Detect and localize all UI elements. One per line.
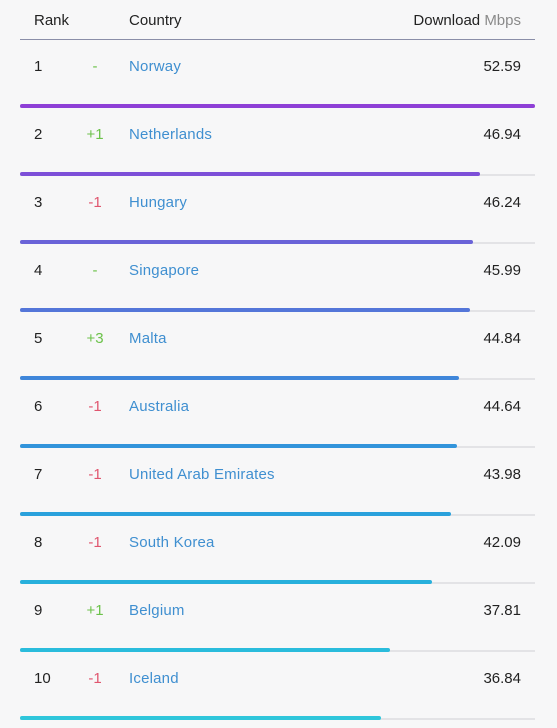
download-speed: 44.64 — [483, 398, 521, 415]
country-link[interactable]: Norway — [129, 58, 182, 75]
download-speed: 37.81 — [483, 602, 521, 619]
speed-bar — [20, 648, 390, 652]
rank-change: +1 — [86, 602, 104, 619]
rank-change: - — [92, 58, 98, 75]
rank-value: 2 — [34, 126, 43, 143]
download-column-header[interactable]: Download Mbps — [413, 12, 521, 30]
country-link[interactable]: Malta — [129, 330, 167, 347]
download-speed: 46.24 — [483, 194, 521, 211]
rank-value: 8 — [34, 534, 43, 551]
speed-bar — [20, 444, 457, 448]
rank-change: -1 — [88, 398, 102, 415]
download-speed: 42.09 — [483, 534, 521, 551]
speed-bar — [20, 104, 535, 108]
rank-column-header[interactable]: Rank — [34, 12, 70, 29]
speed-bar — [20, 512, 451, 516]
table-row: 7 -1 United Arab Emirates 43.98 — [20, 448, 535, 516]
rank-change: -1 — [88, 194, 102, 211]
rank-value: 10 — [34, 670, 51, 687]
table-row: 8 -1 South Korea 42.09 — [20, 516, 535, 584]
speed-bar — [20, 716, 381, 720]
table-body: 1 - Norway 52.59 2 +1 Netherlands 46.94 … — [20, 40, 535, 720]
rank-change: -1 — [88, 670, 102, 687]
table-row: 3 -1 Hungary 46.24 — [20, 176, 535, 244]
ranking-table: Rank Country Download Mbps 1 - Norway 52… — [20, 0, 535, 720]
download-speed: 43.98 — [483, 466, 521, 483]
rank-value: 5 — [34, 330, 43, 347]
country-link[interactable]: United Arab Emirates — [129, 466, 275, 483]
rank-value: 9 — [34, 602, 43, 619]
download-header-label: Download — [413, 12, 481, 29]
country-column-header[interactable]: Country — [129, 12, 182, 29]
table-row: 10 -1 Iceland 36.84 — [20, 652, 535, 720]
rank-change: -1 — [88, 466, 102, 483]
download-speed: 45.99 — [483, 262, 521, 279]
rank-change: -1 — [88, 534, 102, 551]
country-link[interactable]: Hungary — [129, 194, 188, 211]
country-link[interactable]: Singapore — [129, 262, 200, 279]
country-link[interactable]: South Korea — [129, 534, 215, 551]
rank-change: +3 — [86, 330, 104, 347]
rank-value: 3 — [34, 194, 43, 211]
unit-label: Mbps — [484, 12, 521, 29]
table-row: 1 - Norway 52.59 — [20, 40, 535, 108]
country-link[interactable]: Iceland — [129, 670, 179, 687]
country-link[interactable]: Australia — [129, 398, 190, 415]
rank-value: 1 — [34, 58, 43, 75]
speed-bar — [20, 308, 470, 312]
table-row: 6 -1 Australia 44.64 — [20, 380, 535, 448]
speed-bar — [20, 376, 459, 380]
rank-value: 4 — [34, 262, 43, 279]
table-row: 9 +1 Belgium 37.81 — [20, 584, 535, 652]
country-link[interactable]: Belgium — [129, 602, 185, 619]
speed-bar — [20, 580, 432, 584]
rank-value: 6 — [34, 398, 43, 415]
rank-value: 7 — [34, 466, 43, 483]
speed-bar — [20, 172, 480, 176]
download-speed: 44.84 — [483, 330, 521, 347]
table-header: Rank Country Download Mbps — [20, 0, 535, 40]
speed-bar — [20, 240, 473, 244]
download-speed: 52.59 — [483, 58, 521, 75]
table-row: 2 +1 Netherlands 46.94 — [20, 108, 535, 176]
download-speed: 36.84 — [483, 670, 521, 687]
table-row: 5 +3 Malta 44.84 — [20, 312, 535, 380]
rank-change: - — [92, 262, 98, 279]
table-row: 4 - Singapore 45.99 — [20, 244, 535, 312]
country-link[interactable]: Netherlands — [129, 126, 213, 143]
download-speed: 46.94 — [483, 126, 521, 143]
rank-change: +1 — [86, 126, 104, 143]
